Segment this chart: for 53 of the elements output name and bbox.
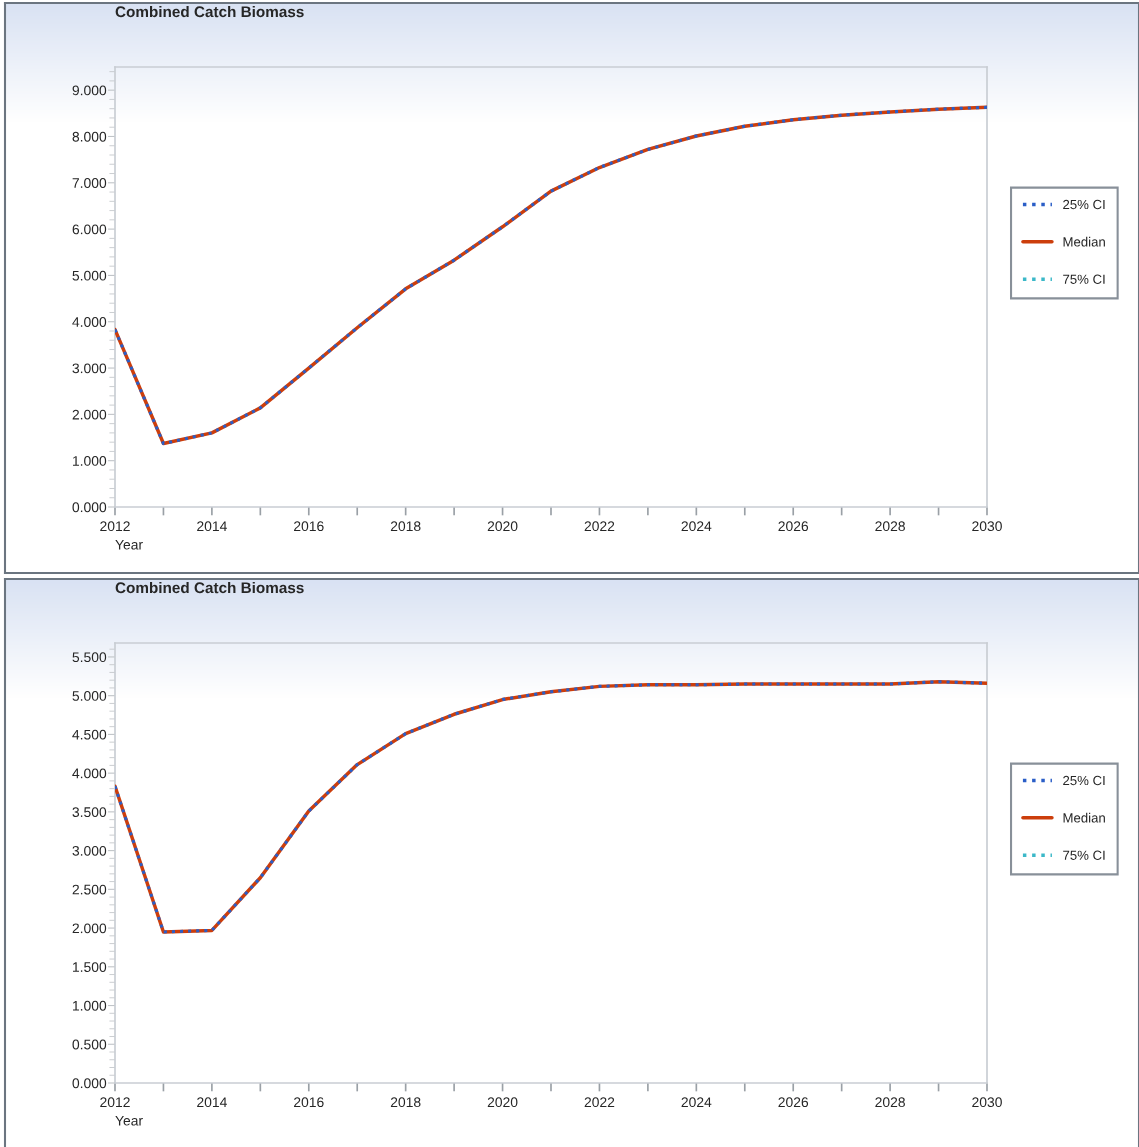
legend-label: 75% CI: [1063, 850, 1105, 860]
y-tick-label: 0.000: [72, 1078, 107, 1089]
y-tick-label: 3.000: [72, 363, 107, 374]
x-tick-label: 2026: [778, 1097, 809, 1108]
chart-title: Combined Catch Biomass: [115, 581, 304, 594]
x-tick-label: 2016: [294, 1097, 324, 1108]
x-tick-label: 2026: [778, 521, 809, 532]
x-tick-label: 2020: [487, 1097, 518, 1108]
y-tick-label: 0.500: [72, 1039, 107, 1050]
x-axis-title: Year: [115, 539, 143, 550]
y-tick-label: 4.000: [72, 768, 107, 779]
x-tick-label: 2020: [487, 521, 518, 532]
x-tick-label: 2030: [972, 1097, 1002, 1108]
x-tick-label: 2018: [390, 1097, 421, 1108]
legend-label: Median: [1063, 812, 1105, 823]
legend-label: Median: [1063, 236, 1105, 247]
y-tick-label: 3.000: [72, 845, 107, 856]
x-tick-label: 2012: [100, 521, 130, 532]
x-tick-label: 2014: [197, 1097, 227, 1108]
x-tick-label: 2022: [584, 1097, 615, 1108]
y-tick-label: 2.500: [72, 884, 107, 895]
legend-label: 25% CI: [1063, 775, 1105, 786]
y-tick-label: 5.000: [72, 270, 107, 281]
y-tick-label: 0.000: [72, 502, 107, 513]
y-tick-label: 1.000: [73, 456, 107, 466]
legend-label: 75% CI: [1063, 274, 1105, 284]
x-tick-label: 2022: [584, 521, 615, 532]
x-tick-label: 2016: [294, 521, 324, 532]
y-tick-label: 9.000: [72, 85, 107, 96]
chart-title: Combined Catch Biomass: [115, 5, 304, 18]
y-tick-label: 2.000: [72, 923, 107, 934]
x-tick-label: 2030: [972, 521, 1002, 532]
y-tick-label: 5.500: [72, 652, 107, 663]
y-tick-label: 1.500: [73, 962, 107, 972]
x-tick-label: 2028: [875, 1097, 905, 1108]
x-tick-label: 2024: [681, 1097, 712, 1108]
y-tick-label: 4.000: [72, 317, 107, 327]
y-tick-label: 8.000: [72, 131, 107, 142]
x-tick-label: 2024: [681, 521, 712, 532]
legend-label: 25% CI: [1063, 199, 1105, 210]
line-series: [115, 105, 987, 446]
x-tick-label: 2018: [390, 521, 421, 532]
x-axis-title: Year: [115, 1115, 143, 1126]
x-tick-label: 2028: [875, 521, 905, 532]
y-tick-label: 4.500: [72, 729, 107, 740]
x-tick-label: 2012: [100, 1097, 130, 1108]
y-tick-label: 1.000: [73, 1000, 107, 1011]
y-tick-label: 7.000: [72, 178, 107, 188]
y-tick-label: 3.500: [72, 807, 107, 818]
y-tick-label: 5.000: [72, 691, 107, 701]
y-tick-label: 2.000: [72, 409, 107, 420]
y-tick-label: 6.000: [72, 224, 107, 235]
x-tick-label: 2014: [197, 521, 227, 532]
